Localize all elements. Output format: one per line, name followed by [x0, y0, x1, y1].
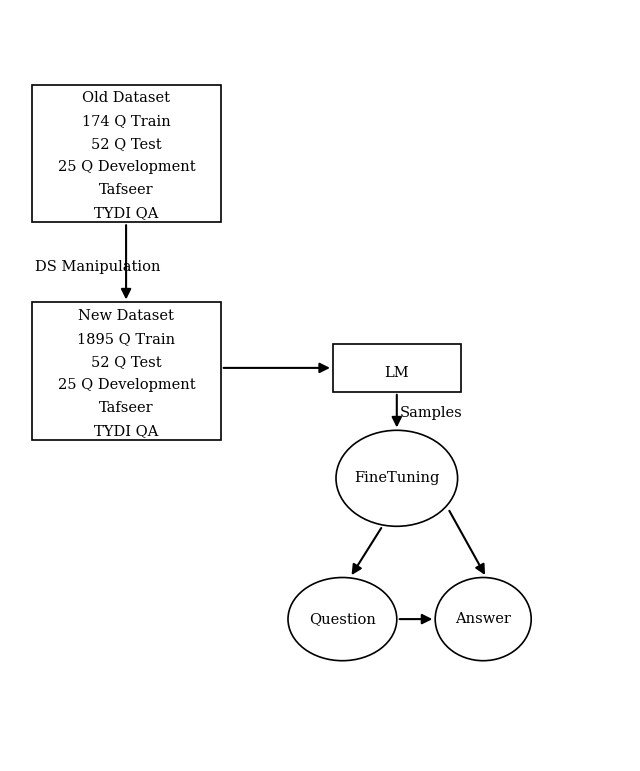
Text: Old Dataset: Old Dataset [83, 92, 170, 106]
Text: 25 Q Development: 25 Q Development [58, 378, 195, 392]
Text: 25 Q Development: 25 Q Development [58, 160, 195, 174]
Text: Samples: Samples [400, 406, 463, 420]
Text: Question: Question [309, 612, 376, 626]
FancyBboxPatch shape [32, 302, 221, 440]
Text: DS Manipulation: DS Manipulation [35, 260, 161, 274]
FancyBboxPatch shape [333, 344, 461, 392]
Text: TYDI QA: TYDI QA [94, 424, 159, 438]
Text: Tafseer: Tafseer [99, 401, 154, 415]
Text: FineTuning: FineTuning [354, 471, 440, 485]
Text: 1895 Q Train: 1895 Q Train [77, 332, 175, 346]
Text: TYDI QA: TYDI QA [94, 206, 159, 221]
FancyBboxPatch shape [32, 85, 221, 222]
Text: 174 Q Train: 174 Q Train [82, 114, 171, 129]
Text: Tafseer: Tafseer [99, 183, 154, 197]
Text: Answer: Answer [455, 612, 511, 626]
Text: 52 Q Test: 52 Q Test [91, 137, 162, 151]
Text: New Dataset: New Dataset [79, 309, 174, 323]
Text: LM: LM [385, 365, 409, 379]
Text: 52 Q Test: 52 Q Test [91, 355, 162, 369]
